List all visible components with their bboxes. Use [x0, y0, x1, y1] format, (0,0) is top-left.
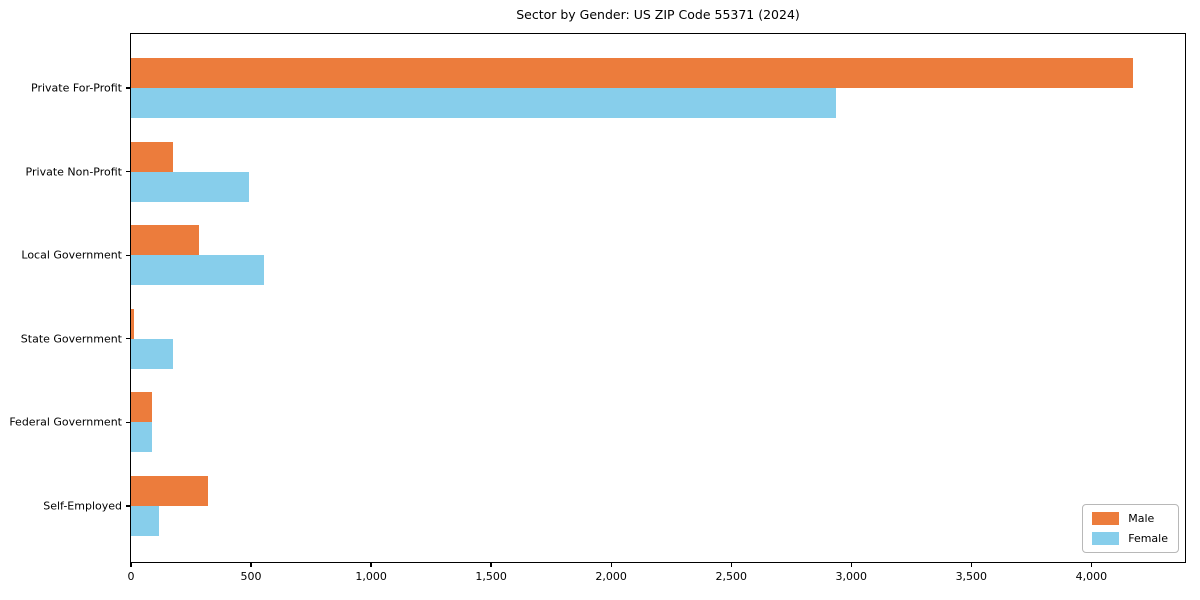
ytick-mark-federal-government [126, 421, 131, 424]
xtick-mark-0 [130, 562, 132, 567]
xtick-label-2000: 2,000 [595, 570, 627, 583]
xtick-mark-4000 [1090, 562, 1092, 567]
bar-male-self-employed [131, 476, 209, 506]
xtick-label-0: 0 [127, 570, 135, 583]
ytick-mark-self-employed [126, 505, 131, 507]
xtick-mark-500 [250, 562, 252, 567]
legend-swatch-male-icon [1092, 512, 1120, 525]
ytick-mark-private-non-profit [126, 170, 131, 173]
xtick-mark-3000 [850, 562, 852, 567]
bar-male-private-non-profit [131, 141, 173, 172]
bar-female-self-employed [131, 506, 159, 536]
xtick-label-1500: 1,500 [475, 570, 507, 583]
xtick-label-3500: 3,500 [955, 570, 988, 583]
plot-area: Male Female Private For-Profit Private No… [9, 33, 1186, 583]
ytick-label-private-non-profit: Private Non-Profit [25, 165, 122, 179]
bar-female-private-for-profit [131, 88, 837, 118]
xtick-mark-1500 [490, 562, 492, 567]
legend-label-male: Male [1128, 512, 1155, 525]
xtick-mark-2500 [730, 562, 732, 567]
bar-male-local-government [131, 225, 200, 256]
xtick-mark-2000 [610, 562, 612, 567]
bar-female-private-non-profit [131, 171, 250, 202]
legend-item-male: Male [1092, 512, 1168, 525]
legend-item-female: Female [1092, 532, 1168, 545]
bar-female-state-government [131, 338, 174, 369]
bar-male-private-for-profit [131, 58, 1134, 88]
ytick-label-local-government: Local Government [21, 248, 122, 262]
ytick-label-self-employed: Self-Employed [43, 499, 122, 513]
xtick-label-3000: 3,000 [835, 570, 868, 583]
chart-title: Sector by Gender: US ZIP Code 55371 (202… [516, 7, 800, 22]
ytick-label-state-government: State Government [20, 332, 122, 346]
ytick-mark-state-government [126, 338, 131, 340]
xtick-label-4000: 4,000 [1075, 570, 1108, 583]
bar-female-local-government [131, 255, 264, 286]
legend-swatch-female-icon [1092, 532, 1120, 545]
bar-male-federal-government [131, 392, 152, 423]
legend: Male Female [1082, 504, 1179, 553]
ytick-mark-local-government [126, 254, 131, 256]
legend-label-female: Female [1128, 532, 1168, 545]
bar-female-federal-government [131, 422, 152, 453]
xtick-label-1000: 1,000 [355, 570, 387, 583]
xtick-label-2500: 2,500 [715, 570, 747, 583]
xtick-label-500: 500 [240, 570, 262, 583]
xtick-mark-1000 [370, 562, 372, 567]
bar-male-state-government [131, 308, 134, 339]
ytick-mark-private-for-profit [126, 87, 131, 89]
ytick-label-federal-government: Federal Government [9, 415, 122, 429]
xtick-mark-3500 [970, 562, 972, 567]
ytick-label-private-for-profit: Private For-Profit [31, 81, 122, 95]
